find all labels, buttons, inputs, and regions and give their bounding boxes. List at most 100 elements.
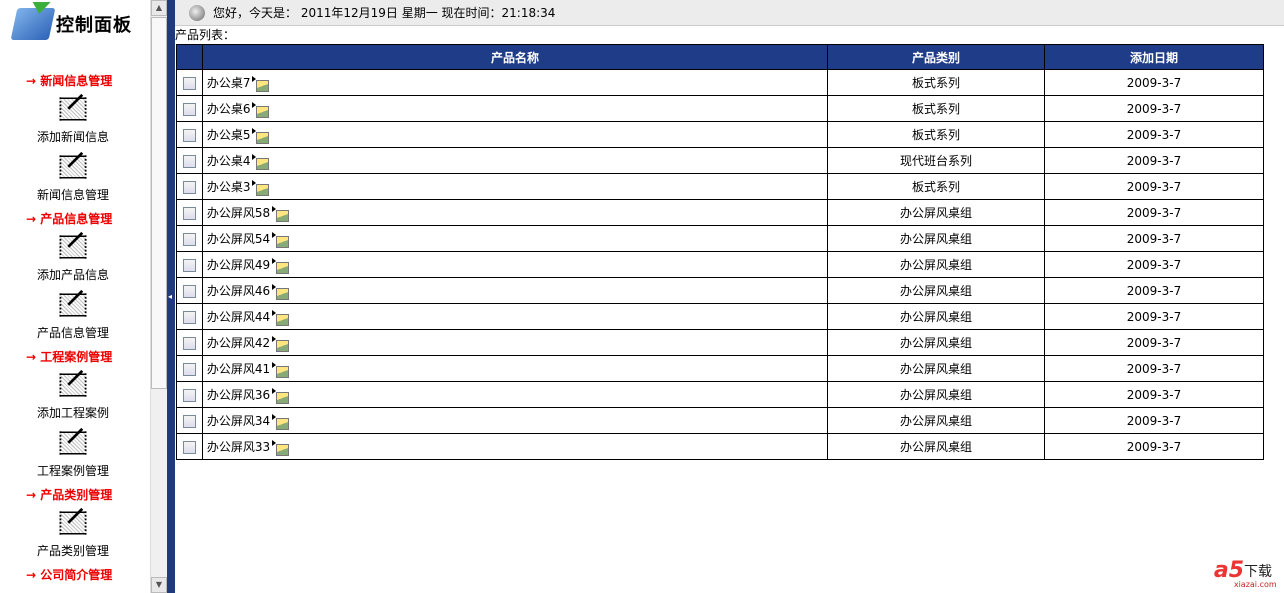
image-icon[interactable]	[272, 387, 290, 404]
product-name[interactable]: 办公屏风46	[206, 284, 271, 298]
image-icon[interactable]	[272, 283, 290, 300]
added-date: 2009-3-7	[1044, 69, 1264, 96]
scroll-thumb[interactable]	[151, 17, 167, 389]
image-icon[interactable]	[252, 179, 270, 196]
row-checkbox-cell	[176, 225, 203, 252]
row-checkbox[interactable]	[183, 388, 196, 402]
sidebar-item[interactable]: 添加新闻信息	[0, 96, 146, 145]
table-row: 办公桌7 板式系列 2009-3-7	[176, 69, 1264, 96]
product-name[interactable]: 办公桌6	[206, 102, 251, 116]
product-name-cell: 办公屏风44	[202, 303, 828, 330]
sidebar-item-label[interactable]: 添加新闻信息	[36, 130, 109, 144]
table-row: 办公桌3 板式系列 2009-3-7	[176, 173, 1264, 200]
product-name[interactable]: 办公屏风58	[206, 206, 271, 220]
added-date: 2009-3-7	[1044, 147, 1264, 174]
watermark-url: xiazai.com	[1233, 580, 1277, 589]
image-icon[interactable]	[252, 75, 270, 92]
image-icon[interactable]	[252, 127, 270, 144]
product-category: 办公屏风桌组	[827, 277, 1045, 304]
sidebar-item[interactable]: 添加产品信息	[0, 234, 146, 283]
product-name[interactable]: 办公屏风42	[206, 336, 271, 350]
row-checkbox[interactable]	[183, 414, 196, 428]
row-checkbox[interactable]	[183, 258, 196, 272]
row-checkbox[interactable]	[183, 310, 196, 324]
table-row: 办公屏风36 办公屏风桌组 2009-3-7	[176, 381, 1264, 408]
row-checkbox[interactable]	[183, 102, 196, 116]
row-checkbox[interactable]	[183, 336, 196, 350]
image-icon[interactable]	[272, 335, 290, 352]
product-name-cell: 办公屏风42	[202, 329, 828, 356]
sidebar-item-label[interactable]: 添加工程案例	[36, 406, 109, 420]
row-checkbox[interactable]	[183, 362, 196, 376]
image-icon[interactable]	[272, 439, 290, 456]
product-category: 办公屏风桌组	[827, 251, 1045, 278]
product-name[interactable]: 办公桌7	[206, 76, 251, 90]
image-icon[interactable]	[252, 153, 270, 170]
product-name[interactable]: 办公屏风33	[206, 440, 271, 454]
product-name-cell: 办公屏风46	[202, 277, 828, 304]
scroll-down-button[interactable]: ▼	[151, 577, 167, 593]
sidebar-item-label[interactable]: 产品类别管理	[36, 544, 109, 558]
product-name[interactable]: 办公桌3	[206, 180, 251, 194]
folder-download-icon	[10, 8, 56, 40]
row-checkbox[interactable]	[183, 206, 196, 220]
product-name[interactable]: 办公屏风54	[206, 232, 271, 246]
product-name[interactable]: 办公屏风36	[206, 388, 271, 402]
table-row: 办公屏风58 办公屏风桌组 2009-3-7	[176, 199, 1264, 226]
row-checkbox[interactable]	[183, 154, 196, 168]
product-name[interactable]: 办公屏风34	[206, 414, 271, 428]
sidebar-item[interactable]: 新闻信息管理	[0, 154, 146, 203]
product-name[interactable]: 办公桌4	[206, 154, 251, 168]
product-category: 板式系列	[827, 69, 1045, 96]
sidebar-section-header: → 产品信息管理	[26, 212, 113, 226]
table-row: 办公屏风33 办公屏风桌组 2009-3-7	[176, 433, 1264, 460]
sidebar-section-header: → 产品类别管理	[26, 488, 113, 502]
row-checkbox[interactable]	[183, 440, 196, 454]
sidebar-section-header: → 工程案例管理	[26, 350, 113, 364]
scroll-up-button[interactable]: ▲	[151, 0, 167, 16]
sidebar-scrollbar[interactable]: ▲ ▼	[150, 0, 167, 593]
added-date: 2009-3-7	[1044, 95, 1264, 122]
image-icon[interactable]	[272, 309, 290, 326]
table-row: 办公桌4 现代班台系列 2009-3-7	[176, 147, 1264, 174]
table-row: 办公屏风49 办公屏风桌组 2009-3-7	[176, 251, 1264, 278]
image-icon[interactable]	[272, 231, 290, 248]
list-label: 产品列表：	[175, 28, 236, 42]
column-header-name: 产品名称	[202, 44, 828, 70]
table-row: 办公屏风34 办公屏风桌组 2009-3-7	[176, 407, 1264, 434]
image-icon[interactable]	[272, 361, 290, 378]
collapse-arrow-icon[interactable]: ◂	[168, 292, 173, 301]
sidebar-item-label[interactable]: 添加产品信息	[36, 268, 109, 282]
sidebar-item-label[interactable]: 工程案例管理	[36, 464, 109, 478]
product-category: 办公屏风桌组	[827, 303, 1045, 330]
row-checkbox[interactable]	[183, 180, 196, 194]
image-icon[interactable]	[252, 101, 270, 118]
product-name[interactable]: 办公屏风41	[206, 362, 271, 376]
sidebar-item[interactable]: 产品信息管理	[0, 292, 146, 341]
row-checkbox[interactable]	[183, 128, 196, 142]
row-checkbox[interactable]	[183, 284, 196, 298]
sidebar-item-label[interactable]: 新闻信息管理	[36, 188, 109, 202]
product-name[interactable]: 办公屏风49	[206, 258, 271, 272]
added-date: 2009-3-7	[1044, 121, 1264, 148]
row-checkbox[interactable]	[183, 232, 196, 246]
sidebar-item-label[interactable]: 产品信息管理	[36, 326, 109, 340]
sidebar-item[interactable]: 工程案例管理	[0, 430, 146, 479]
edit-pen-icon	[59, 155, 87, 179]
sidebar-item[interactable]: 添加工程案例	[0, 372, 146, 421]
added-date: 2009-3-7	[1044, 277, 1264, 304]
sidebar-item[interactable]: 产品类别管理	[0, 510, 146, 559]
sidebar-title: 控制面板	[56, 15, 132, 36]
row-checkbox-cell	[176, 329, 203, 356]
edit-pen-icon	[59, 373, 87, 397]
image-icon[interactable]	[272, 413, 290, 430]
product-name[interactable]: 办公屏风44	[206, 310, 271, 324]
table-row: 办公桌6 板式系列 2009-3-7	[176, 95, 1264, 122]
product-name[interactable]: 办公桌5	[206, 128, 251, 142]
image-icon[interactable]	[272, 257, 290, 274]
frame-toggle-divider[interactable]: ◂	[167, 0, 175, 593]
row-checkbox-cell	[176, 147, 203, 174]
table-row: 办公屏风41 办公屏风桌组 2009-3-7	[176, 355, 1264, 382]
row-checkbox[interactable]	[183, 76, 196, 90]
image-icon[interactable]	[272, 205, 290, 222]
